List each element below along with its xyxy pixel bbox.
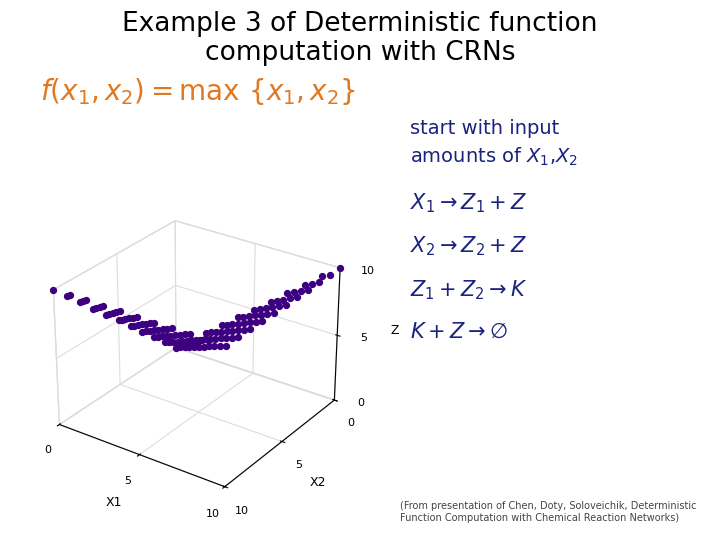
Text: computation with CRNs: computation with CRNs	[204, 40, 516, 66]
Text: $X_2 \rightarrow Z_2 + Z$: $X_2 \rightarrow Z_2 + Z$	[410, 235, 528, 259]
Text: $X_1 \rightarrow Z_1 + Z$: $X_1 \rightarrow Z_1 + Z$	[410, 192, 528, 215]
Text: $f(x_1,x_2) = \mathrm{max}\ \{x_1,x_2\}$: $f(x_1,x_2) = \mathrm{max}\ \{x_1,x_2\}$	[40, 76, 355, 106]
Text: amounts of $X_1$,$X_2$: amounts of $X_1$,$X_2$	[410, 146, 578, 168]
Y-axis label: X2: X2	[310, 476, 326, 489]
Text: start with input: start with input	[410, 119, 559, 138]
X-axis label: X1: X1	[105, 496, 122, 509]
Text: $K + Z \rightarrow \varnothing$: $K + Z \rightarrow \varnothing$	[410, 321, 508, 341]
Text: (From presentation of Chen, Doty, Soloveichik, Deterministic
Function Computatio: (From presentation of Chen, Doty, Solove…	[400, 501, 696, 523]
Text: Example 3 of Deterministic function: Example 3 of Deterministic function	[122, 11, 598, 37]
Text: $Z_1 + Z_2 \rightarrow K$: $Z_1 + Z_2 \rightarrow K$	[410, 278, 528, 302]
